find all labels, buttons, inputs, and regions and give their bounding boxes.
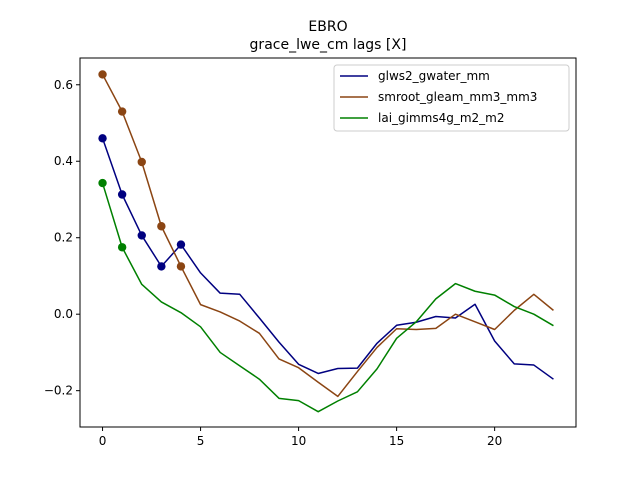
- x-tick-label: 5: [197, 434, 205, 448]
- legend-label: lai_gimms4g_m2_m2: [378, 111, 505, 125]
- series-point-1: [98, 70, 107, 79]
- y-tick-label: 0.6: [54, 78, 73, 92]
- chart-subtitle: grace_lwe_cm lags [X]: [250, 37, 407, 53]
- series-point-2: [98, 178, 107, 188]
- x-tick-label: 20: [487, 434, 502, 448]
- legend-label: smroot_gleam_mm3_mm3: [378, 90, 537, 104]
- series-line-2: [101, 182, 554, 413]
- series-layer: [98, 70, 554, 413]
- series-point-0: [117, 190, 127, 199]
- y-axis: −0.2 0.0 0.2 0.4 0.6: [44, 78, 80, 398]
- x-tick-label: 15: [389, 434, 404, 448]
- series-point-0: [137, 231, 146, 240]
- chart-title: EBRO: [308, 19, 347, 35]
- series-point-1: [117, 107, 127, 116]
- y-tick-label: 0.2: [54, 231, 73, 245]
- series-point-1: [157, 222, 166, 231]
- y-tick-label: 0.4: [54, 154, 73, 168]
- series-point-1: [137, 157, 146, 167]
- series-point-2: [117, 243, 127, 252]
- plot-frame: [79, 57, 577, 428]
- series-point-0: [176, 240, 186, 249]
- x-tick-label: 10: [291, 434, 306, 448]
- series-line-1: [101, 74, 554, 398]
- series-point-1: [176, 262, 186, 271]
- legend-label: glws2_gwater_mm: [378, 69, 490, 83]
- y-tick-label: −0.2: [44, 384, 73, 398]
- x-tick-label: 0: [99, 434, 107, 448]
- legend-box: [333, 64, 570, 132]
- series-point-0: [157, 262, 166, 271]
- series-line-0: [101, 138, 554, 380]
- legend: glws2_gwater_mm smroot_gleam_mm3_mm3 lai_g…: [333, 64, 570, 132]
- x-axis: 0 5 10 15 20: [99, 427, 502, 448]
- series-point-0: [98, 134, 107, 143]
- y-tick-label: 0.0: [54, 307, 73, 321]
